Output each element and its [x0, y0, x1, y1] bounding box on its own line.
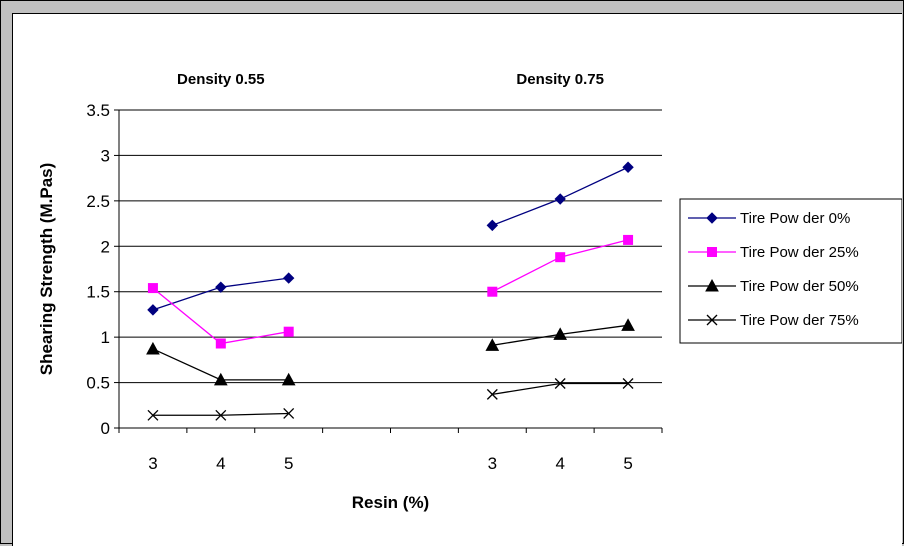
x-mark-stroke [554, 378, 566, 389]
labels-layer: 0 0.5 1 1.5 2 2.5 3 3.5 3 4 5 Density 0.55 3 4 5 Densit… [37, 71, 633, 512]
series-line [152, 287, 289, 345]
series-2 [147, 234, 634, 349]
data-point-diamond [554, 193, 566, 205]
series-layer [146, 161, 635, 421]
x-mark-stroke [486, 388, 498, 400]
x-axis-title: Resin (%) [352, 493, 429, 512]
legend-label: Tire Pow der 50% [740, 278, 859, 295]
data-point-square [283, 326, 294, 337]
legend-item: Tire Pow der 25% [688, 244, 859, 261]
x-mark-stroke [215, 409, 227, 421]
legend-label: Tire Pow der 25% [740, 244, 859, 261]
data-point-diamond [282, 272, 295, 284]
series-1 [147, 161, 634, 316]
data-point-square [487, 286, 498, 297]
x-tick-label: 4 [555, 454, 564, 473]
legend-label: Tire Pow der 0% [740, 210, 850, 227]
data-point-square [555, 252, 566, 263]
data-point-x [283, 408, 295, 419]
data-point-square [147, 283, 158, 294]
data-point-x [486, 388, 498, 400]
x-mark-stroke [147, 409, 159, 421]
series-4 [147, 378, 634, 421]
group-title: Density 0.55 [177, 71, 265, 88]
y-axis-title: Shearing Strength (M.Pas) [37, 163, 56, 376]
gridlines [119, 109, 662, 384]
y-tick-label: 0.5 [86, 374, 110, 393]
data-point-square [707, 247, 717, 257]
x-tick-label: 5 [623, 454, 632, 473]
x-tick-label: 4 [216, 454, 225, 473]
x-mark-stroke [706, 314, 718, 326]
axes [114, 109, 663, 433]
data-point-triangle [705, 278, 719, 292]
data-point-diamond [706, 212, 718, 224]
y-tick-label: 0 [101, 419, 110, 438]
legend-item: Tire Pow der 0% [688, 210, 850, 227]
data-point-square [215, 338, 226, 349]
series-3 [146, 318, 635, 386]
x-tick-label: 3 [148, 454, 157, 473]
data-point-diamond [215, 281, 227, 293]
data-point-x [554, 378, 566, 389]
series-line [492, 239, 629, 293]
y-tick-label: 2.5 [86, 192, 110, 211]
data-point-x [147, 409, 159, 421]
data-point-diamond [486, 219, 499, 232]
data-point-triangle [281, 372, 296, 386]
y-tick-label: 3 [101, 146, 110, 165]
x-mark-stroke [622, 378, 634, 389]
data-point-diamond [147, 304, 159, 316]
y-tick-label: 1.5 [86, 283, 110, 302]
data-point-triangle [485, 338, 500, 351]
data-point-diamond [622, 161, 634, 173]
legend-item: Tire Pow der 50% [688, 278, 859, 295]
legend-label: Tire Pow der 75% [740, 312, 859, 329]
x-mark-stroke [283, 408, 295, 419]
data-point-triangle [213, 372, 228, 386]
data-point-triangle [621, 318, 635, 331]
chart-area: 0 0.5 1 1.5 2 2.5 3 3.5 3 4 5 Density 0.55 3 4 5 Densit… [12, 13, 902, 546]
y-tick-label: 1 [101, 328, 110, 347]
data-point-triangle [553, 327, 568, 340]
series-line [492, 382, 629, 396]
data-point-x [622, 378, 634, 389]
data-point-x [706, 314, 718, 326]
y-tick-label: 3.5 [86, 101, 110, 120]
x-tick-label: 3 [488, 454, 497, 473]
legend-item: Tire Pow der 75% [688, 312, 859, 329]
data-point-x [215, 409, 227, 421]
legend-box [679, 198, 902, 344]
x-tick-label: 5 [284, 454, 293, 473]
y-tick-label: 2 [101, 237, 110, 256]
legend: Tire Pow der 0% Tire Pow der 25% Tire Pow … [679, 198, 902, 344]
data-point-triangle [146, 341, 160, 355]
data-point-square [623, 234, 634, 245]
group-title: Density 0.75 [516, 71, 604, 88]
line-chart: 0 0.5 1 1.5 2 2.5 3 3.5 3 4 5 Density 0.55 3 4 5 Densit… [37, 71, 902, 512]
